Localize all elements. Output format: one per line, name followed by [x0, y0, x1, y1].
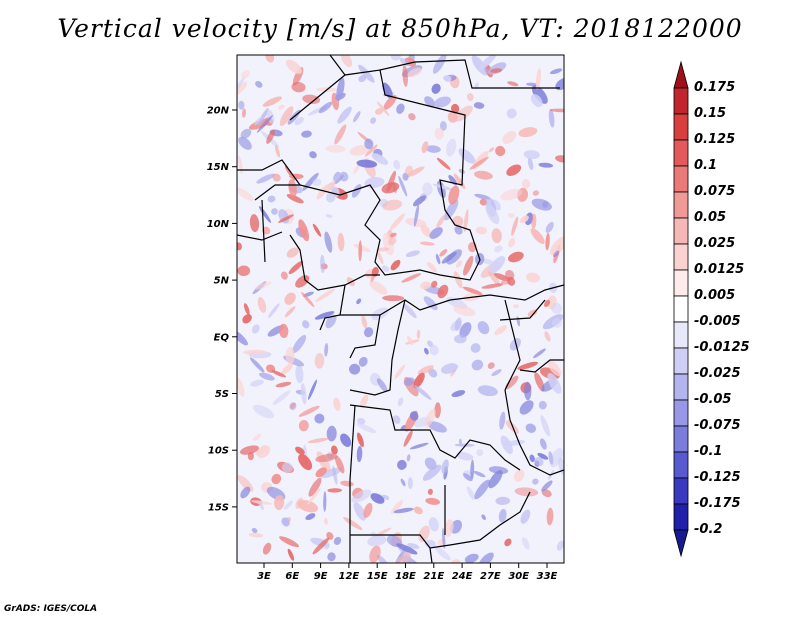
colorbar-swatch	[673, 113, 689, 141]
map-frame	[236, 54, 565, 564]
colorbar-label: 0.1	[694, 158, 718, 173]
lon-label: 27E	[480, 571, 501, 582]
colorbar-label: 0.125	[694, 132, 736, 147]
colorbar-swatch	[673, 399, 689, 427]
lat-label: 15N	[207, 162, 230, 173]
colorbar-swatch	[673, 529, 689, 558]
colorbar-swatch	[673, 503, 689, 531]
colorbar-swatch	[673, 451, 689, 479]
grads-credit: GrADS: IGES/COLA	[4, 604, 98, 614]
lat-label: 20N	[207, 106, 230, 117]
colorbar-label: -0.2	[694, 522, 723, 537]
colorbar-label: -0.175	[694, 496, 741, 511]
colorbar-label: 0.005	[694, 288, 736, 303]
colorbar-label: -0.125	[694, 470, 741, 485]
lon-label: 21E	[423, 571, 444, 582]
colorbar-swatch	[673, 243, 689, 271]
lon-label: 9E	[314, 571, 328, 582]
colorbar-label: -0.1	[694, 444, 723, 459]
colorbar-label: 0.15	[694, 106, 727, 121]
colorbar-swatch	[673, 87, 689, 115]
lon-label: 24E	[452, 571, 473, 582]
colorbar-swatch	[673, 165, 689, 193]
map-title: Vertical velocity [m/s] at 850hPa, VT: 2…	[57, 14, 743, 43]
colorbar-label: 0.025	[694, 236, 736, 251]
lon-label: 3E	[257, 571, 271, 582]
colorbar-label: -0.05	[694, 392, 732, 407]
lat-label: 10N	[207, 219, 230, 230]
colorbar-swatch	[673, 191, 689, 219]
colorbar	[673, 60, 689, 558]
lon-label: 33E	[537, 571, 558, 582]
lon-label: 6E	[285, 571, 299, 582]
colorbar-swatch	[673, 295, 689, 323]
vertical-velocity-field	[237, 55, 564, 563]
lon-label: 30E	[508, 571, 529, 582]
colorbar-label: 0.0125	[694, 262, 745, 277]
colorbar-swatch	[673, 269, 689, 297]
country-borders	[237, 55, 564, 563]
longitude-axis: 3E 6E 9E 12E 15E 18E 21E 24E 27E 30E 33E	[257, 563, 558, 582]
colorbar-swatch	[673, 139, 689, 167]
colorbar-label: -0.005	[694, 314, 741, 329]
colorbar-swatch	[673, 321, 689, 349]
lat-label: 5N	[214, 276, 230, 287]
colorbar-swatch	[673, 60, 689, 89]
colorbar-label: 0.175	[694, 80, 736, 95]
latitude-axis: 20N 15N 10N 5N EQ 5S 10S 15S	[207, 106, 237, 513]
lat-label: EQ	[214, 332, 230, 343]
colorbar-swatch	[673, 347, 689, 375]
lat-label: 5S	[215, 389, 229, 400]
colorbar-label: 0.075	[694, 184, 736, 199]
lat-label: 10S	[208, 446, 229, 457]
lon-label: 15E	[367, 571, 388, 582]
colorbar-label: -0.0125	[694, 340, 750, 355]
colorbar-swatch	[673, 425, 689, 453]
colorbar-swatch	[673, 217, 689, 245]
colorbar-label: -0.025	[694, 366, 741, 381]
lon-label: 18E	[395, 571, 416, 582]
colorbar-label: -0.075	[694, 418, 741, 433]
colorbar-swatch	[673, 477, 689, 505]
lon-label: 12E	[339, 571, 360, 582]
colorbar-swatch	[673, 373, 689, 401]
colorbar-label: 0.05	[694, 210, 727, 225]
lat-label: 15S	[208, 502, 229, 513]
